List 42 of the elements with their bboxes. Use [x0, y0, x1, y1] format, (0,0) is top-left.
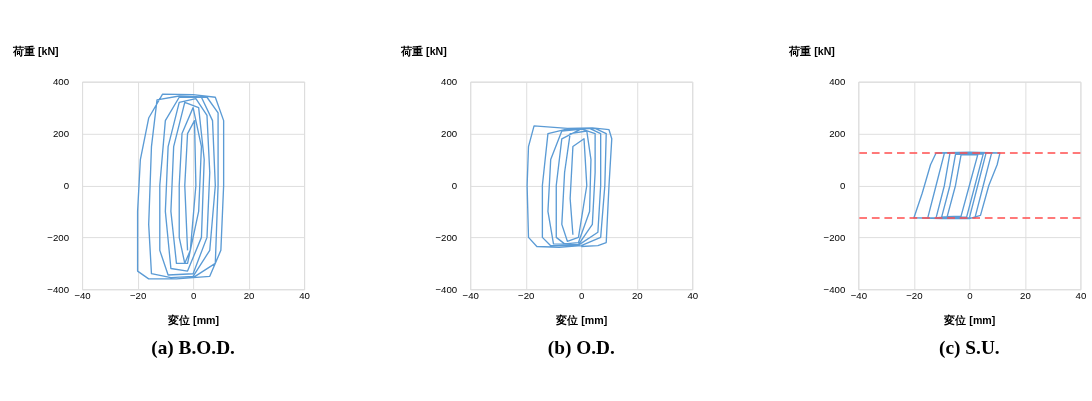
x-tick-label: 20 — [243, 290, 255, 302]
y-tick-label: 0 — [63, 179, 70, 191]
y-tick-label: 0 — [839, 179, 846, 191]
y-tick-label: 400 — [829, 76, 846, 88]
y-axis-title: 荷重 [kN] — [400, 45, 447, 58]
x-axis-title: 変位 [mm] — [555, 313, 608, 326]
y-tick-label: −400 — [47, 283, 70, 295]
y-tick-label: −400 — [823, 283, 846, 295]
line-series — [526, 125, 613, 248]
y-tick-label: −200 — [823, 231, 846, 243]
x-tick-label: −20 — [129, 290, 147, 302]
y-tick-label: −400 — [435, 283, 458, 295]
y-tick-label: 200 — [52, 127, 70, 139]
x-tick-label: 40 — [687, 290, 699, 302]
y-tick-label: 400 — [441, 76, 458, 88]
y-tick-label: −200 — [435, 231, 458, 243]
y-tick-label: 200 — [829, 127, 846, 139]
x-tick-label: 0 — [967, 290, 973, 302]
x-tick-label: −40 — [850, 290, 868, 302]
x-tick-label: 0 — [190, 290, 197, 302]
y-axis-title: 荷重 [kN] — [788, 45, 835, 58]
y-axis-title: 荷重 [kN] — [12, 45, 59, 58]
x-tick-label: −40 — [462, 290, 479, 302]
x-tick-label: 20 — [631, 290, 643, 302]
line-series — [136, 93, 225, 280]
y-tick-label: 0 — [451, 179, 458, 191]
text: (a) B.O.D. — [151, 336, 235, 359]
x-tick-label: 0 — [579, 290, 585, 302]
text: (b) O.D. — [547, 336, 615, 359]
line-series — [913, 151, 1001, 220]
y-tick-label: 200 — [441, 127, 458, 139]
x-tick-label: 40 — [299, 290, 310, 302]
x-axis-title: 変位 [mm] — [943, 313, 996, 326]
y-tick-label: 400 — [52, 76, 70, 88]
x-tick-label: 20 — [1020, 290, 1031, 302]
x-tick-label: −20 — [518, 290, 535, 302]
x-axis-title: 変位 [mm] — [167, 313, 220, 326]
y-tick-label: −200 — [47, 231, 70, 243]
x-tick-label: −20 — [906, 290, 923, 302]
x-tick-label: 40 — [1075, 290, 1087, 302]
text: (c) S.U. — [939, 336, 1000, 359]
x-tick-label: −40 — [74, 290, 91, 302]
